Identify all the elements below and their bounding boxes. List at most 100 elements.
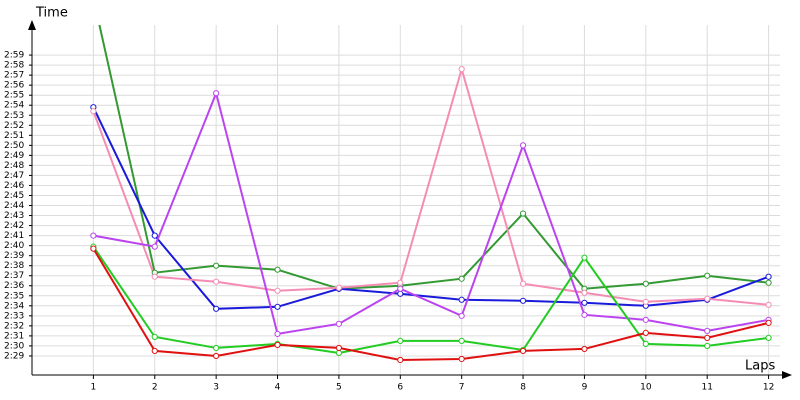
series-line bbox=[92, 106, 769, 310]
y-tick-label: 2:43 bbox=[4, 211, 24, 221]
x-tick-label: 8 bbox=[520, 383, 526, 393]
point bbox=[642, 280, 649, 287]
series-line bbox=[93, 89, 769, 336]
point bbox=[765, 301, 772, 308]
x-axis-title: Laps bbox=[745, 359, 775, 374]
point bbox=[151, 232, 158, 239]
y-tick-label: 2:44 bbox=[4, 201, 24, 211]
y-tick-label: 2:39 bbox=[4, 251, 24, 261]
series-line bbox=[92, 248, 769, 361]
point bbox=[458, 296, 465, 303]
y-tick-label: 2:33 bbox=[4, 311, 24, 321]
point bbox=[581, 254, 588, 261]
point bbox=[519, 210, 527, 217]
y-tick-label: 2:56 bbox=[4, 81, 24, 91]
point bbox=[213, 352, 220, 360]
y-tick-label: 2:37 bbox=[4, 271, 24, 281]
y-tick-label: 2:54 bbox=[4, 101, 24, 111]
x-axis-arrow bbox=[782, 371, 792, 379]
point bbox=[151, 243, 158, 250]
y-tick-label: 2:46 bbox=[4, 181, 24, 191]
series-line bbox=[98, 25, 769, 290]
point bbox=[581, 299, 588, 306]
point bbox=[704, 327, 711, 334]
point bbox=[151, 333, 158, 340]
y-tick-label: 2:47 bbox=[4, 171, 24, 181]
x-tick-label: 9 bbox=[582, 383, 588, 393]
point bbox=[765, 334, 772, 341]
x-tick-label: 5 bbox=[336, 383, 342, 393]
point bbox=[765, 319, 772, 326]
y-tick-label: 2:40 bbox=[4, 241, 24, 251]
point bbox=[642, 329, 649, 336]
point bbox=[519, 280, 527, 287]
y-tick-label: 2:49 bbox=[4, 151, 24, 161]
y-tick-label: 2:59 bbox=[4, 51, 24, 61]
point bbox=[581, 311, 588, 318]
x-tick-label: 4 bbox=[275, 383, 281, 393]
point bbox=[213, 278, 220, 285]
point bbox=[704, 272, 711, 279]
point bbox=[335, 284, 343, 291]
point bbox=[213, 305, 220, 312]
point bbox=[151, 347, 158, 355]
point bbox=[642, 340, 649, 348]
point bbox=[274, 303, 281, 310]
y-tick-label: 2:58 bbox=[4, 61, 24, 71]
point bbox=[335, 320, 343, 327]
x-tick-label: 12 bbox=[763, 383, 774, 393]
y-axis-title: Time bbox=[35, 6, 68, 21]
point bbox=[519, 142, 527, 149]
y-tick-label: 2:51 bbox=[4, 131, 24, 141]
point bbox=[458, 275, 465, 282]
y-tick-label: 2:35 bbox=[4, 291, 24, 301]
point bbox=[397, 337, 404, 345]
y-tick-label: 2:36 bbox=[4, 281, 24, 291]
x-tick-label: 10 bbox=[640, 383, 652, 393]
y-tick-label: 2:52 bbox=[4, 121, 24, 131]
point bbox=[213, 90, 220, 97]
point bbox=[765, 279, 772, 286]
point bbox=[704, 342, 711, 350]
point bbox=[151, 273, 158, 280]
point bbox=[91, 0, 96, 1]
y-tick-label: 2:42 bbox=[4, 221, 24, 231]
point bbox=[519, 297, 527, 304]
series-line bbox=[92, 246, 769, 354]
point bbox=[642, 316, 649, 323]
y-tick-label: 2:34 bbox=[4, 301, 24, 311]
point bbox=[642, 298, 649, 305]
point bbox=[274, 341, 281, 349]
point bbox=[90, 232, 97, 239]
point bbox=[90, 108, 97, 115]
point bbox=[519, 347, 527, 355]
series-line bbox=[92, 65, 769, 306]
x-tick-label: 6 bbox=[397, 383, 403, 393]
y-tick-label: 2:31 bbox=[4, 331, 24, 341]
point bbox=[458, 312, 465, 319]
point bbox=[397, 285, 404, 292]
point bbox=[90, 245, 97, 252]
point bbox=[458, 66, 465, 73]
y-tick-label: 2:45 bbox=[4, 191, 24, 201]
x-tick-label: 11 bbox=[701, 383, 712, 393]
point bbox=[458, 337, 465, 345]
point bbox=[704, 295, 711, 302]
point bbox=[397, 279, 404, 286]
point bbox=[458, 355, 465, 363]
point bbox=[397, 290, 404, 297]
point bbox=[213, 262, 220, 269]
y-tick-label: 2:29 bbox=[4, 351, 24, 361]
y-tick-label: 2:50 bbox=[4, 141, 24, 151]
plot bbox=[90, 0, 772, 364]
x-tick-label: 1 bbox=[91, 383, 97, 393]
x-tick-label: 3 bbox=[213, 383, 219, 393]
y-tick-label: 2:57 bbox=[4, 71, 24, 81]
y-tick-label: 2:38 bbox=[4, 261, 24, 271]
point bbox=[765, 273, 772, 280]
y-tick-label: 2:30 bbox=[4, 341, 24, 351]
point bbox=[274, 287, 281, 294]
point bbox=[274, 330, 281, 337]
point bbox=[335, 349, 343, 357]
